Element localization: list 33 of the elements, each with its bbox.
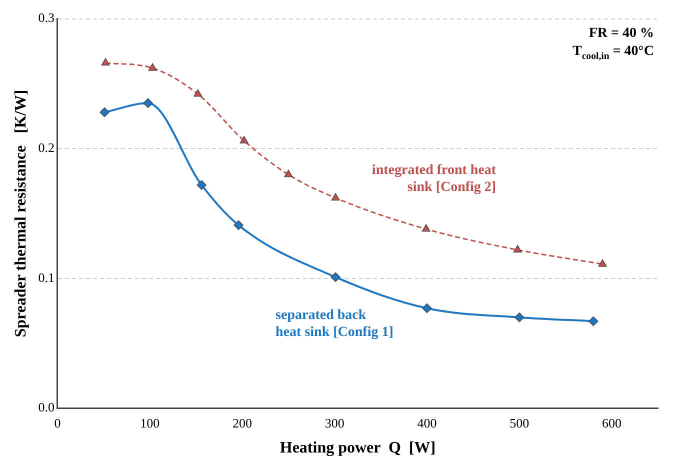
y-tick-label: 0.3 [38, 10, 54, 26]
point [143, 98, 153, 108]
x-tick-label: 100 [140, 415, 160, 430]
point [284, 170, 293, 178]
point [100, 107, 110, 118]
x-tick-label: 200 [232, 415, 252, 430]
point [598, 259, 607, 267]
point [422, 303, 432, 314]
y-tick-label: 0.0 [38, 400, 54, 415]
point [330, 272, 340, 282]
x-tick-label: 600 [602, 415, 622, 430]
series-label: integrated front heat sink [Config 2] [372, 163, 496, 196]
y-tick-label: 0.2 [38, 140, 54, 156]
x-tick-label: 500 [510, 415, 530, 430]
x-tick-label: 0 [54, 415, 61, 430]
point [148, 63, 157, 71]
point [101, 58, 110, 66]
point [240, 136, 248, 144]
y-tick-label: 0.1 [38, 270, 54, 285]
point [422, 224, 430, 232]
point [194, 89, 202, 97]
point [331, 193, 340, 201]
annotation: FR = 40 % [588, 26, 654, 41]
x-axis-title: Heating power Q [W] [280, 440, 436, 457]
point [588, 316, 598, 326]
point [513, 244, 522, 252]
point [196, 180, 206, 190]
point [234, 220, 244, 230]
x-tick-label: 300 [324, 415, 344, 430]
point [514, 312, 524, 322]
series-label: separated back heat sink [Config 1] [276, 308, 394, 340]
y-axis-title: Spreader thermal resistance [K/W] [12, 90, 30, 338]
x-tick-label: 400 [417, 415, 437, 430]
